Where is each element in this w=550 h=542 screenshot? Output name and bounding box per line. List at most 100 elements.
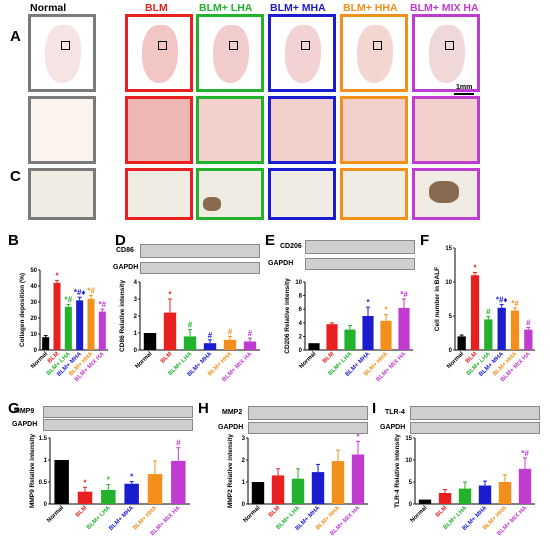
y-tick-label: 8: [299, 294, 303, 300]
significance-mark: #: [208, 331, 213, 340]
stain-cluster: [203, 197, 221, 211]
significance-mark: *#: [511, 299, 519, 308]
header-blm: BLM: [145, 2, 168, 14]
bar: [98, 311, 106, 350]
header-mixha: BLM+ MIX HA: [410, 2, 479, 14]
zoom-box: [301, 41, 310, 50]
significance-mark: *#: [400, 290, 408, 299]
bar: [87, 298, 95, 350]
bar: [497, 307, 506, 350]
stain-cluster: [429, 181, 459, 203]
significance-mark: #: [526, 319, 531, 328]
label-gapdh-i: GAPDH: [380, 424, 406, 431]
blot-gapdh-h: [248, 422, 368, 434]
bar: [203, 343, 217, 350]
bar: [484, 319, 493, 350]
panel-label-c: C: [10, 168, 21, 185]
bar: [470, 275, 480, 350]
significance-mark: *: [473, 263, 477, 272]
histology-tile: [28, 14, 96, 92]
significance-mark: *: [55, 271, 59, 280]
bar: [53, 282, 61, 350]
y-tick-label: 15: [445, 246, 452, 252]
y-tick-label: 6: [299, 307, 303, 313]
histology-tile: [412, 168, 480, 220]
bar: [344, 329, 356, 350]
y-tick-label: 2: [242, 458, 246, 464]
y-tick-label: 0: [299, 348, 303, 354]
label-cd86: CD86: [116, 247, 134, 254]
bar: [331, 461, 345, 504]
blot-mmp2: [248, 406, 368, 420]
bar: [418, 499, 432, 504]
bar: [518, 468, 532, 504]
blot-tlr4: [410, 406, 540, 420]
panel-label-g: G: [8, 400, 20, 417]
bar: [351, 454, 365, 504]
histology-tile: [125, 96, 193, 164]
significance-mark: #: [248, 329, 253, 338]
blot-cd86: [140, 244, 260, 258]
zoom-box: [373, 41, 382, 50]
bar: [498, 482, 512, 504]
significance-mark: *#♦: [496, 295, 508, 304]
bar: [380, 320, 392, 350]
y-tick-label: 5: [449, 314, 453, 320]
x-tick-label: BLM: [435, 505, 448, 518]
x-tick-label: Normal: [135, 351, 154, 370]
significance-mark: #: [188, 321, 193, 330]
x-tick-label: BLM: [322, 351, 335, 364]
bar: [308, 343, 320, 350]
x-tick-label: BLM: [268, 505, 281, 518]
y-tick-label: 0: [134, 348, 138, 354]
significance-mark: *#♦: [74, 288, 86, 297]
histology-tile: [196, 168, 264, 220]
bar: [438, 493, 452, 504]
bar: [362, 316, 374, 350]
significance-mark: *: [83, 478, 87, 487]
y-axis-label: Collagen deposition (%): [19, 273, 26, 347]
lung-section: [357, 25, 393, 83]
bar: [457, 336, 466, 350]
significance-mark: #: [486, 308, 491, 317]
x-tick-label: Normal: [46, 505, 65, 524]
histology-tile: [268, 96, 336, 164]
panel-label-a: A: [10, 28, 21, 45]
y-tick-label: 1: [44, 458, 48, 464]
x-tick-label: BLM: [75, 505, 88, 518]
blot-gapdh-i: [410, 422, 540, 434]
y-tick-label: 0: [449, 348, 453, 354]
header-lha: BLM+ LHA: [199, 2, 253, 14]
y-tick-label: 0: [409, 502, 413, 508]
histology-tile: [268, 168, 336, 220]
panel-label-e: E: [265, 232, 276, 249]
bar: [54, 460, 69, 504]
label-gapdh-d: GAPDH: [113, 264, 139, 271]
header-normal: Normal: [30, 2, 67, 14]
y-axis-label: Cell number in BALF: [434, 267, 441, 331]
significance-mark: *: [130, 473, 134, 482]
label-gapdh-g: GAPDH: [12, 421, 38, 428]
y-tick-label: 5: [409, 480, 413, 486]
histology-tile: [196, 96, 264, 164]
y-tick-label: 1: [134, 331, 138, 337]
bar: [271, 475, 285, 504]
y-tick-label: 4: [299, 321, 303, 327]
y-tick-label: 3: [242, 436, 246, 442]
y-axis-label: CD206 Relative intensity: [284, 278, 291, 354]
significance-mark: *#: [87, 287, 95, 296]
label-tlr4: TLR-4: [385, 409, 405, 416]
y-tick-label: 10: [445, 280, 452, 286]
scale-bar: [454, 93, 474, 95]
histology-tile: [125, 168, 193, 220]
y-tick-label: 10: [405, 458, 412, 464]
panel-label-i: I: [372, 400, 377, 417]
x-tick-label: BLM: [160, 351, 173, 364]
y-tick-label: 10: [30, 332, 37, 338]
lung-section: [45, 25, 81, 83]
bar: [171, 460, 186, 504]
histology-tile: [28, 168, 96, 220]
y-tick-label: 20: [30, 316, 37, 322]
bar: [291, 478, 305, 504]
